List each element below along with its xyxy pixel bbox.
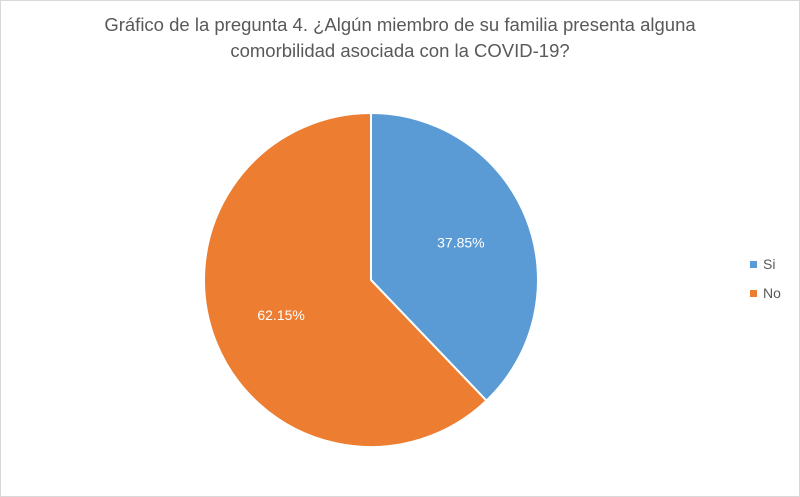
- legend-item-si: Si: [750, 254, 781, 274]
- data-label-no: 62.15%: [257, 307, 304, 323]
- chart-title: Gráfico de la pregunta 4. ¿Algún miembro…: [0, 12, 800, 64]
- chart-title-line-1: Gráfico de la pregunta 4. ¿Algún miembro…: [104, 14, 696, 35]
- chart-title-line-2: comorbilidad asociada con la COVID-19?: [230, 40, 570, 61]
- pie-slice-si: [370, 112, 539, 402]
- legend-label-si: Si: [763, 256, 776, 272]
- data-label-si: 37.85%: [437, 235, 484, 251]
- legend: Si No: [750, 254, 781, 312]
- legend-swatch-si: [750, 260, 757, 268]
- legend-label-no: No: [763, 285, 781, 301]
- pie-slice-no: [203, 112, 488, 448]
- legend-swatch-no: [750, 289, 757, 297]
- legend-item-no: No: [750, 283, 781, 303]
